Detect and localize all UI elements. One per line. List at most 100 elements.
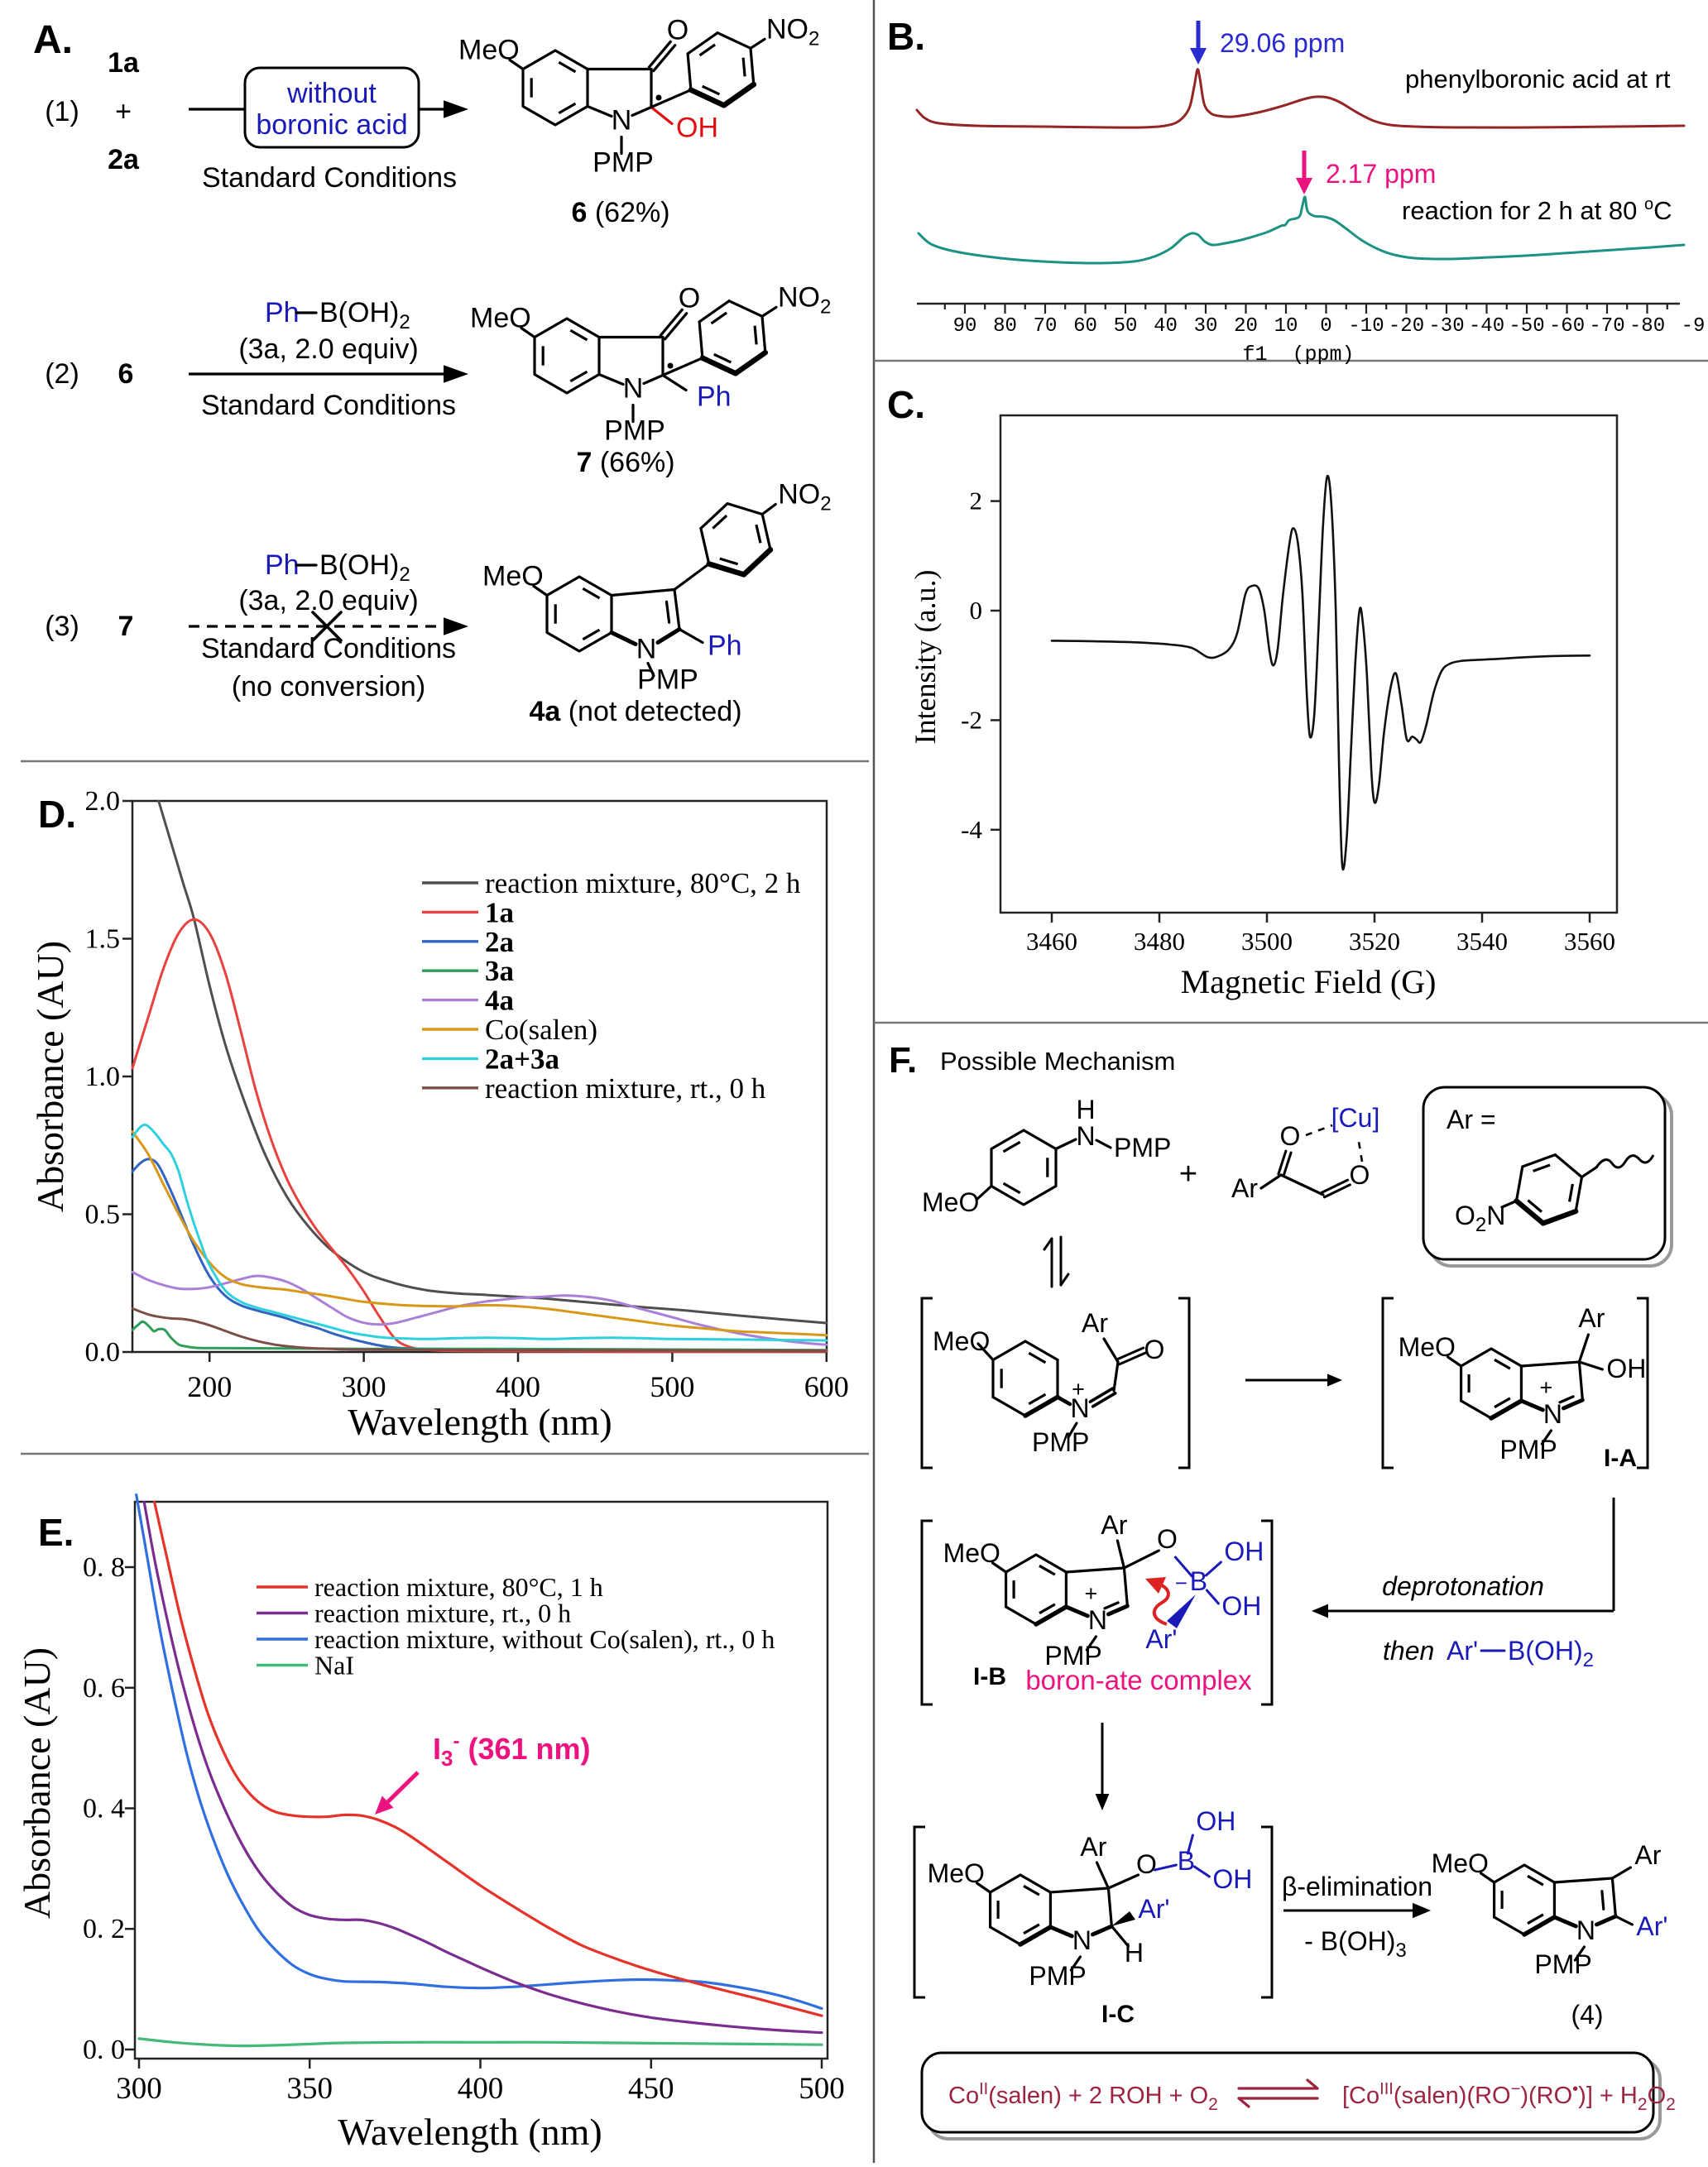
- svg-text:400: 400: [496, 1370, 540, 1403]
- svg-text:3540: 3540: [1456, 927, 1508, 956]
- svg-text:phenylboronic acid at rt: phenylboronic acid at rt: [1405, 65, 1671, 93]
- svg-text:F.: F.: [889, 1040, 917, 1081]
- svg-text:reaction mixture, rt., 0 h: reaction mixture, rt., 0 h: [314, 1599, 571, 1628]
- svg-text:Magnetic Field (G): Magnetic Field (G): [1181, 963, 1437, 1000]
- svg-text:3560: 3560: [1564, 927, 1615, 956]
- svg-text:Ar: Ar: [1082, 1308, 1108, 1338]
- svg-text:-70: -70: [1589, 315, 1624, 338]
- svg-text:+: +: [1179, 1157, 1197, 1191]
- svg-text:reaction mixture, rt., 0 h: reaction mixture, rt., 0 h: [485, 1072, 766, 1105]
- svg-text:-40: -40: [1469, 315, 1504, 338]
- svg-text:2.17 ppm: 2.17 ppm: [1326, 159, 1436, 189]
- svg-text:OH: OH: [1221, 1591, 1261, 1621]
- svg-text:Standard Conditions: Standard Conditions: [201, 633, 456, 664]
- svg-text:PMP: PMP: [604, 415, 665, 447]
- svg-text:Ar: Ar: [1634, 1840, 1661, 1870]
- svg-text:OH: OH: [1212, 1864, 1252, 1894]
- svg-text:Possible Mechanism: Possible Mechanism: [940, 1047, 1175, 1076]
- svg-text:0.0: 0.0: [85, 1337, 121, 1368]
- svg-text:3460: 3460: [1026, 927, 1077, 956]
- svg-text:7 (66%): 7 (66%): [576, 447, 674, 478]
- svg-text:H: H: [1125, 1938, 1144, 1968]
- svg-text:MeO: MeO: [470, 303, 531, 334]
- svg-text:β-elimination: β-elimination: [1282, 1872, 1432, 1901]
- svg-text:-30: -30: [1428, 315, 1464, 338]
- svg-text:500: 500: [650, 1370, 694, 1403]
- svg-text:N: N: [1070, 1393, 1089, 1423]
- svg-text:I-C: I-C: [1101, 2001, 1135, 2028]
- svg-text:Ar =: Ar =: [1447, 1105, 1496, 1134]
- svg-text:reaction mixture, 80°C, 1 h: reaction mixture, 80°C, 1 h: [314, 1572, 603, 1602]
- svg-text:MeO: MeO: [458, 35, 520, 66]
- svg-text:OH: OH: [1606, 1354, 1646, 1383]
- svg-text:-9: -9: [1682, 315, 1706, 338]
- svg-text:-4: -4: [961, 815, 982, 844]
- svg-text:2a: 2a: [485, 926, 514, 958]
- svg-text:+: +: [115, 96, 132, 127]
- svg-text:Standard Conditions: Standard Conditions: [201, 390, 456, 421]
- svg-text:B(OH)2: B(OH)2: [319, 549, 410, 586]
- svg-text:reaction mixture, 80°C, 2 h: reaction mixture, 80°C, 2 h: [485, 867, 801, 899]
- svg-text:40: 40: [1154, 315, 1178, 338]
- svg-text:20: 20: [1234, 315, 1258, 338]
- svg-text:PMP: PMP: [1044, 1641, 1101, 1671]
- svg-text:Ar': Ar': [1447, 1636, 1478, 1666]
- svg-text:(3): (3): [45, 611, 79, 642]
- svg-text:MeO: MeO: [1399, 1332, 1456, 1362]
- svg-text:I-B: I-B: [973, 1663, 1006, 1690]
- svg-text:200: 200: [187, 1370, 232, 1403]
- svg-text:MeO: MeO: [1432, 1848, 1489, 1878]
- svg-text:Ar: Ar: [1080, 1832, 1106, 1862]
- svg-text:3500: 3500: [1241, 927, 1293, 956]
- svg-text:O: O: [1144, 1335, 1165, 1364]
- svg-text:N: N: [1088, 1605, 1107, 1635]
- svg-text:2: 2: [970, 487, 983, 515]
- svg-text:4a (not detected): 4a (not detected): [529, 696, 741, 727]
- svg-text:Standard Conditions: Standard Conditions: [202, 162, 457, 194]
- svg-text:A.: A.: [33, 18, 73, 62]
- svg-text:600: 600: [804, 1370, 849, 1403]
- svg-text:(3a, 2.0 equiv): (3a, 2.0 equiv): [238, 585, 418, 616]
- svg-text:NaI: NaI: [314, 1651, 354, 1680]
- svg-text:1a: 1a: [108, 47, 140, 79]
- svg-text:N: N: [1576, 1915, 1595, 1945]
- svg-text:4a: 4a: [485, 985, 514, 1017]
- svg-text:+: +: [1540, 1375, 1553, 1400]
- svg-text:+: +: [1072, 1377, 1085, 1402]
- svg-text:(3a, 2.0 equiv): (3a, 2.0 equiv): [238, 333, 418, 365]
- svg-text:PMP: PMP: [1029, 1961, 1086, 1991]
- svg-text:Absorbance (AU): Absorbance (AU): [29, 941, 71, 1212]
- svg-text:boronic acid: boronic acid: [256, 109, 407, 141]
- svg-text:reaction mixture, without Co(s: reaction mixture, without Co(salen), rt.…: [314, 1624, 775, 1654]
- svg-text:deprotonation: deprotonation: [1382, 1571, 1544, 1601]
- svg-text:-50: -50: [1509, 315, 1544, 338]
- svg-text:1.5: 1.5: [85, 924, 121, 955]
- svg-text:N: N: [612, 105, 632, 137]
- svg-text:300: 300: [342, 1370, 386, 1403]
- svg-text:0. 6: 0. 6: [83, 1673, 125, 1704]
- svg-text:3520: 3520: [1349, 927, 1400, 956]
- svg-text:Absorbance (AU): Absorbance (AU): [16, 1647, 58, 1919]
- svg-text:D.: D.: [38, 793, 76, 836]
- svg-text:N: N: [1543, 1399, 1562, 1429]
- svg-text:OH: OH: [1196, 1806, 1235, 1836]
- svg-text:C.: C.: [887, 383, 925, 426]
- svg-text:MeO: MeO: [922, 1187, 979, 1217]
- svg-text:B: B: [1178, 1846, 1195, 1876]
- svg-text:OH: OH: [676, 113, 718, 144]
- svg-text:NO2: NO2: [778, 479, 831, 515]
- svg-text:90: 90: [953, 315, 977, 338]
- svg-text:without: without: [286, 78, 377, 109]
- svg-text:Co(salen): Co(salen): [485, 1014, 597, 1046]
- svg-text:400: 400: [458, 2072, 504, 2106]
- svg-text:N: N: [1072, 1925, 1091, 1955]
- svg-text:300: 300: [116, 2072, 162, 2106]
- svg-text:Wavelength (nm): Wavelength (nm): [338, 2111, 602, 2153]
- svg-text:(2): (2): [45, 358, 79, 390]
- svg-text:O: O: [1350, 1160, 1370, 1190]
- svg-text:PMP: PMP: [1032, 1427, 1089, 1457]
- svg-text:Ar: Ar: [1101, 1510, 1127, 1540]
- svg-text:Ar: Ar: [1231, 1173, 1258, 1203]
- svg-text:PMP: PMP: [637, 664, 698, 696]
- svg-text:Wavelength (nm): Wavelength (nm): [348, 1401, 612, 1443]
